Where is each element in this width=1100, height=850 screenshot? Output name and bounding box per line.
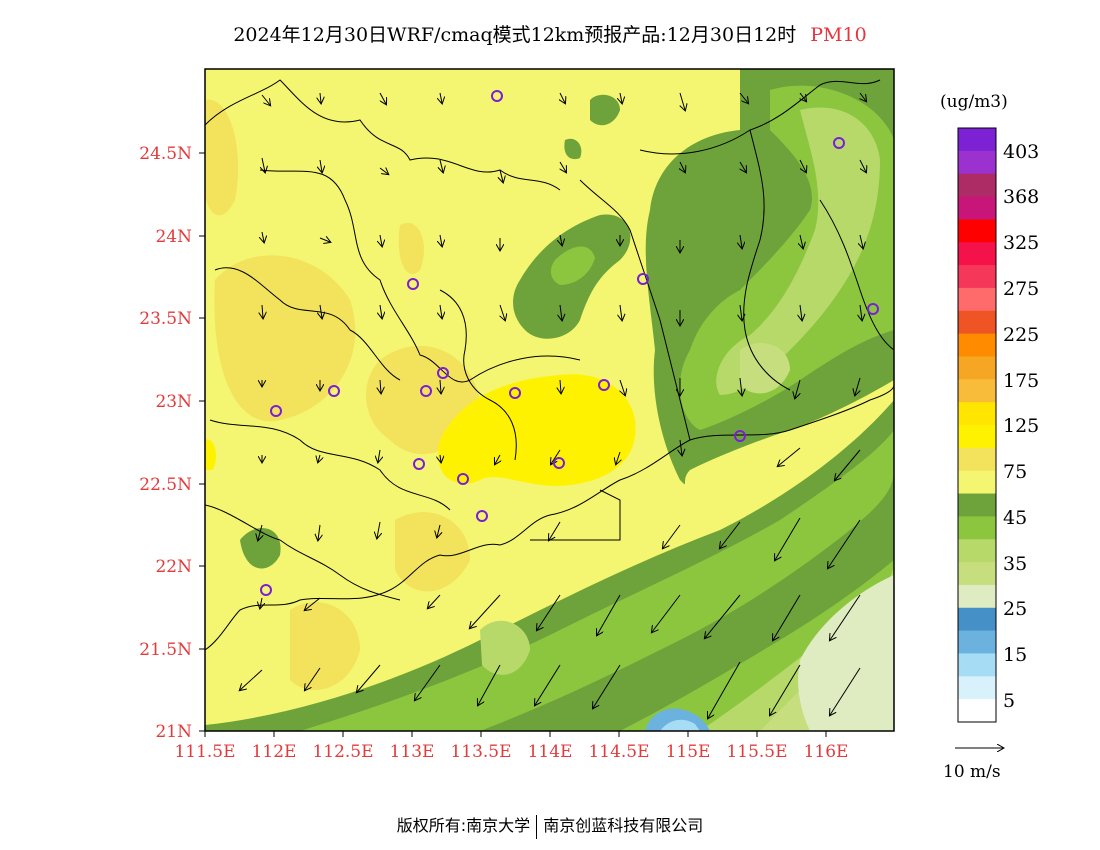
lon-label: 115.5E [726, 742, 787, 762]
city-marker [407, 278, 419, 290]
longitude-labels: 111.5E 112E 112.5E 113E 113.5E 114E 114.… [174, 742, 848, 762]
title-main: 2024年12月30日WRF/cmaq模式12km预报产品:12月30日12时 [233, 24, 797, 46]
city-marker [420, 385, 432, 397]
lat-label: 23.5N [139, 309, 192, 329]
city-marker [476, 510, 488, 522]
footer-partner: 南京创蓝科技有限公司 [543, 816, 704, 835]
city-marker [260, 584, 272, 596]
legend-swatch [958, 653, 996, 677]
legend-swatch [958, 425, 996, 449]
legend-swatch [958, 287, 996, 312]
legend-swatch [958, 242, 996, 266]
legend-label: 275 [1003, 278, 1040, 300]
lon-label: 111.5E [174, 742, 235, 762]
city-markers [260, 90, 879, 596]
city-marker [328, 385, 340, 397]
legend-swatch [958, 699, 996, 723]
legend-swatch [958, 516, 996, 540]
legend-label: 5 [1003, 690, 1016, 712]
copyright-footer: 版权所有:南京大学 南京创蓝科技有限公司 [0, 812, 1100, 839]
legend-swatch [958, 265, 996, 289]
legend-label: 225 [1003, 324, 1040, 346]
lat-label: 22N [155, 557, 192, 577]
legend-swatch [958, 333, 996, 357]
city-marker [437, 367, 449, 379]
legend-label: 45 [1003, 507, 1028, 529]
lon-label: 114E [528, 742, 573, 762]
legend-swatch [958, 310, 996, 335]
legend-label: 75 [1003, 461, 1028, 483]
legend-swatch [958, 607, 996, 632]
legend-swatch [958, 219, 996, 243]
concentration-field [205, 69, 894, 731]
legend-swatch [958, 676, 996, 700]
city-marker [867, 303, 879, 315]
title-pollutant: PM10 [810, 24, 867, 46]
boundaries [205, 79, 894, 651]
map-title: 2024年12月30日WRF/cmaq模式12km预报产品:12月30日12时 P… [0, 20, 1100, 47]
city-marker [509, 387, 521, 399]
legend-swatch [958, 379, 996, 403]
city-marker [833, 137, 845, 149]
legend-swatch [958, 584, 996, 609]
lat-label: 24.5N [139, 144, 192, 164]
lat-label: 22.5N [139, 475, 192, 495]
lon-label: 116E [804, 742, 849, 762]
legend-swatch [958, 173, 996, 198]
lon-label: 114.5E [588, 742, 649, 762]
wind-scale-label: 10 m/s [943, 762, 1001, 782]
lat-label: 23N [155, 392, 192, 412]
legend-label: 368 [1003, 186, 1040, 208]
lon-label: 112E [252, 742, 297, 762]
footer-divider [536, 814, 538, 839]
legend-label: 175 [1003, 370, 1040, 392]
legend-swatch [958, 447, 996, 472]
legend-swatch [958, 562, 996, 586]
legend-swatch [958, 356, 996, 380]
city-marker [457, 473, 469, 485]
lon-label: 113.5E [450, 742, 511, 762]
city-marker [553, 457, 565, 469]
footer-owner: 版权所有:南京大学 [396, 816, 531, 835]
legend-label: 35 [1003, 553, 1028, 575]
lat-label: 21.5N [139, 640, 192, 660]
city-marker [270, 405, 282, 417]
city-marker [491, 90, 503, 102]
legend-swatch [958, 196, 996, 220]
city-marker [413, 458, 425, 470]
city-marker [598, 379, 610, 391]
city-marker [637, 273, 649, 285]
latitude-labels: 24.5N 24N 23.5N 23N 22.5N 22N 21.5N 21N [139, 144, 192, 742]
lon-label: 113E [390, 742, 435, 762]
legend-frame [957, 127, 997, 723]
city-marker [734, 430, 746, 442]
legend-label: 403 [1003, 141, 1040, 163]
legend-units: (ug/m3) [940, 92, 1008, 112]
legend-label: 125 [1003, 415, 1040, 437]
lat-label: 21N [155, 722, 192, 742]
lon-label: 115E [666, 742, 711, 762]
legend-swatch [958, 470, 996, 495]
color-legend [957, 127, 997, 723]
legend-swatch [958, 630, 996, 654]
legend-label: 325 [1003, 232, 1040, 254]
lon-label: 112.5E [312, 742, 373, 762]
legend-label: 15 [1003, 644, 1028, 666]
legend-label: 25 [1003, 598, 1028, 620]
lat-label: 24N [155, 227, 192, 247]
legend-swatch [958, 539, 996, 563]
legend-swatch [958, 402, 996, 426]
legend-swatch [958, 128, 996, 152]
legend-swatch [958, 150, 996, 175]
wind-vectors [240, 92, 866, 718]
tick-marks [199, 152, 827, 737]
legend-swatch [958, 493, 996, 517]
